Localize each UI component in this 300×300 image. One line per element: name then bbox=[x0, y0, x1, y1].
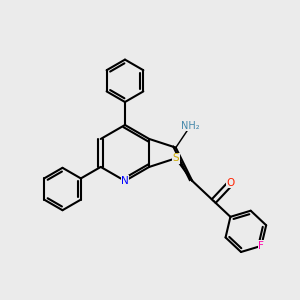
Text: F: F bbox=[258, 241, 264, 251]
Text: S: S bbox=[172, 153, 179, 163]
Text: NH₂: NH₂ bbox=[181, 121, 200, 130]
Text: O: O bbox=[227, 178, 235, 188]
Text: N: N bbox=[121, 176, 129, 186]
